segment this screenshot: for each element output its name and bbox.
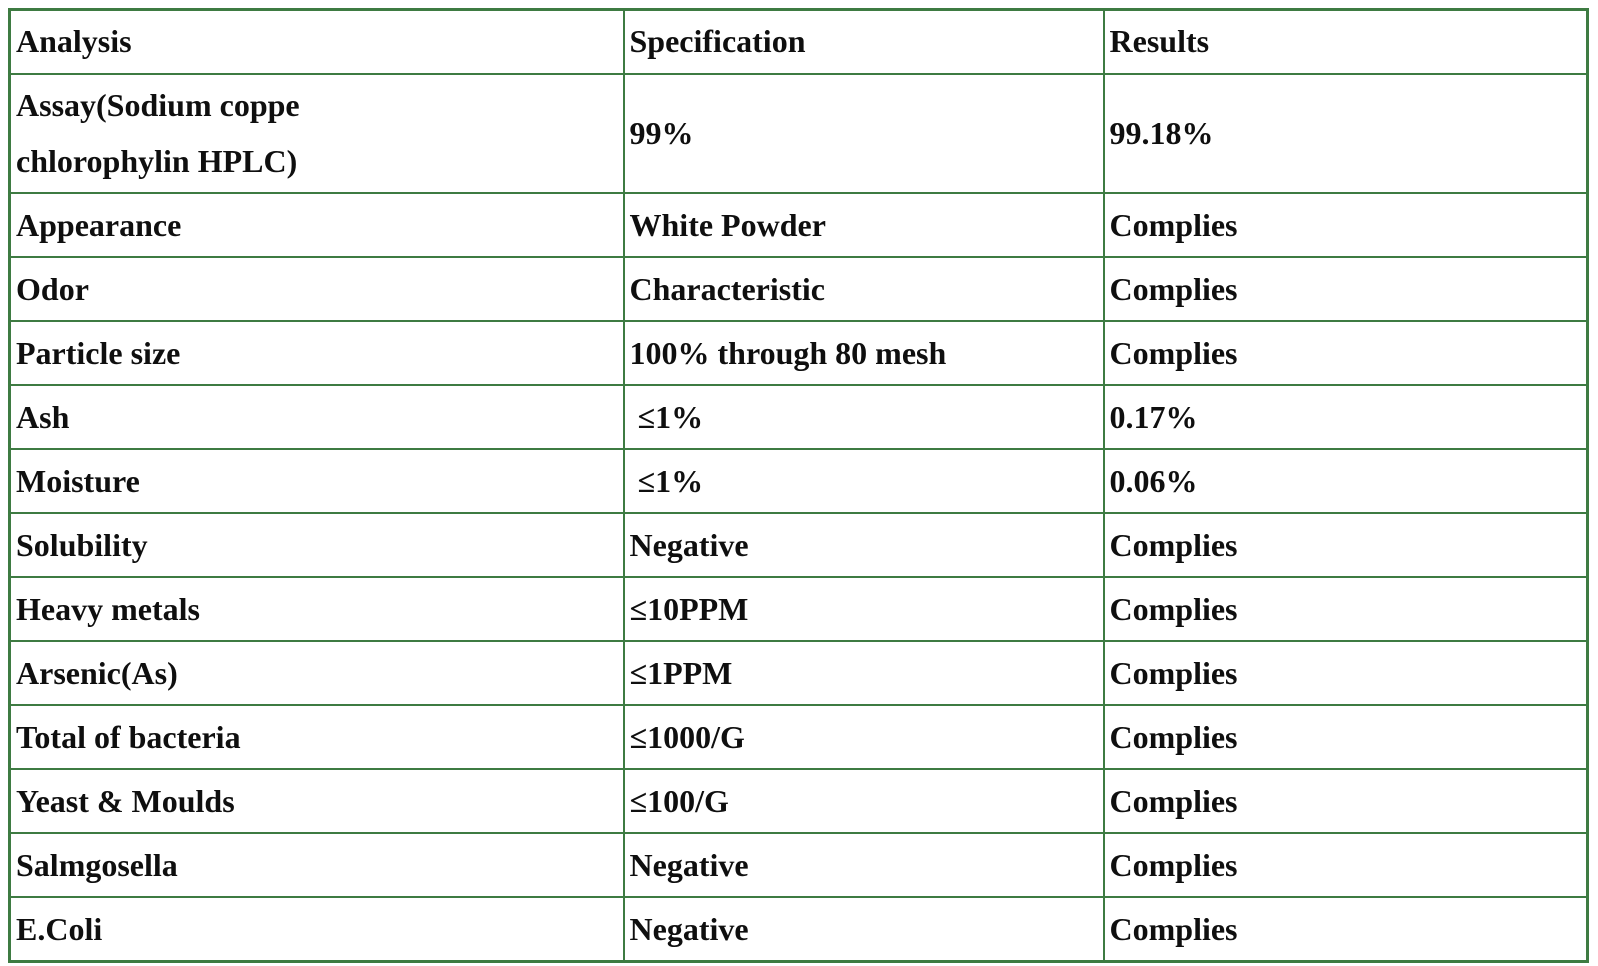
- cell-analysis: Moisture: [8, 448, 625, 515]
- cell-specification: Negative: [622, 832, 1105, 899]
- table-row-odor: Odor Characteristic Complies: [8, 256, 1589, 323]
- table-row-moisture: Moisture ≤1% 0.06%: [8, 448, 1589, 515]
- table-row-arsenic: Arsenic(As) ≤1PPM Complies: [8, 640, 1589, 707]
- table-row-particle-size: Particle size 100% through 80 mesh Compl…: [8, 320, 1589, 387]
- cell-results: Complies: [1102, 832, 1589, 899]
- table-row-appearance: Appearance White Powder Complies: [8, 192, 1589, 259]
- cell-analysis: Arsenic(As): [8, 640, 625, 707]
- cell-analysis: Yeast & Moulds: [8, 768, 625, 835]
- cell-specification: ≤1%: [622, 384, 1105, 451]
- cell-analysis: Total of bacteria: [8, 704, 625, 771]
- cell-analysis: Salmgosella: [8, 832, 625, 899]
- cell-analysis: E.Coli: [8, 896, 625, 963]
- table-row-yeast-moulds: Yeast & Moulds ≤100/G Complies: [8, 768, 1589, 835]
- table-row-ecoli: E.Coli Negative Complies: [8, 896, 1589, 963]
- cell-specification: ≤100/G: [622, 768, 1105, 835]
- column-header-specification: Specification: [622, 8, 1105, 75]
- cell-analysis: Appearance: [8, 192, 625, 259]
- cell-analysis: Assay(Sodium coppe chlorophylin HPLC): [8, 72, 625, 195]
- cell-analysis: Particle size: [8, 320, 625, 387]
- cell-analysis: Ash: [8, 384, 625, 451]
- table-row-salmonella: Salmgosella Negative Complies: [8, 832, 1589, 899]
- table-row-total-bacteria: Total of bacteria ≤1000/G Complies: [8, 704, 1589, 771]
- cell-results: Complies: [1102, 704, 1589, 771]
- column-header-results: Results: [1102, 8, 1589, 75]
- header-row: Analysis Specification Results: [8, 8, 1589, 75]
- cell-results: Complies: [1102, 640, 1589, 707]
- cell-specification: ≤1PPM: [622, 640, 1105, 707]
- cell-specification: White Powder: [622, 192, 1105, 259]
- table-row-heavy-metals: Heavy metals ≤10PPM Complies: [8, 576, 1589, 643]
- cell-analysis: Heavy metals: [8, 576, 625, 643]
- cell-results: Complies: [1102, 896, 1589, 963]
- table-row-assay: Assay(Sodium coppe chlorophylin HPLC) 99…: [8, 72, 1589, 195]
- coa-table: Analysis Specification Results Assay(Sod…: [8, 8, 1589, 963]
- cell-specification: 99%: [622, 72, 1105, 195]
- cell-results: Complies: [1102, 576, 1589, 643]
- cell-specification: ≤1000/G: [622, 704, 1105, 771]
- cell-results: Complies: [1102, 512, 1589, 579]
- cell-analysis: Odor: [8, 256, 625, 323]
- cell-results: 0.06%: [1102, 448, 1589, 515]
- cell-results: Complies: [1102, 256, 1589, 323]
- cell-specification: Negative: [622, 512, 1105, 579]
- cell-results: 0.17%: [1102, 384, 1589, 451]
- column-header-analysis: Analysis: [8, 8, 625, 75]
- cell-specification: Negative: [622, 896, 1105, 963]
- cell-results: Complies: [1102, 768, 1589, 835]
- cell-specification: ≤1%: [622, 448, 1105, 515]
- cell-results: 99.18%: [1102, 72, 1589, 195]
- cell-results: Complies: [1102, 320, 1589, 387]
- cell-specification: Characteristic: [622, 256, 1105, 323]
- cell-specification: 100% through 80 mesh: [622, 320, 1105, 387]
- cell-results: Complies: [1102, 192, 1589, 259]
- table-row-solubility: Solubility Negative Complies: [8, 512, 1589, 579]
- cell-specification: ≤10PPM: [622, 576, 1105, 643]
- cell-analysis: Solubility: [8, 512, 625, 579]
- table-row-ash: Ash ≤1% 0.17%: [8, 384, 1589, 451]
